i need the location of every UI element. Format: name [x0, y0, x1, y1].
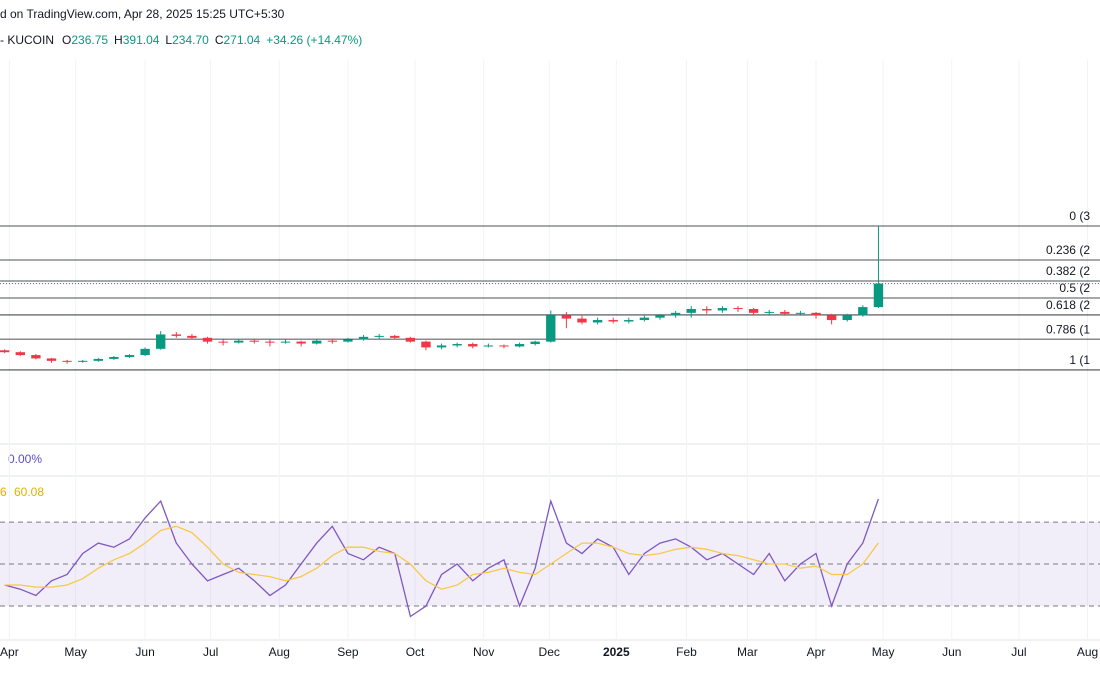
x-tick-label: Jul: [203, 645, 218, 659]
candle-body: [826, 315, 837, 321]
candle-body: [171, 334, 181, 336]
fib-label: 1 (1: [1069, 353, 1090, 367]
candle-body: [624, 320, 634, 322]
candle-body: [343, 339, 353, 342]
candle-body: [249, 340, 260, 342]
candle-body: [358, 336, 369, 340]
candle-body: [312, 340, 322, 344]
candle-body: [670, 312, 681, 316]
candle-body: [124, 355, 135, 357]
x-tick-label: Apr: [0, 645, 19, 659]
candle-body: [733, 308, 743, 310]
header-text: +34.26 (+14.47%): [266, 33, 362, 47]
source-text: d on TradingView.com, Apr 28, 2025 15:25…: [0, 7, 285, 21]
candle-body: [842, 315, 852, 321]
header-text: C: [215, 33, 224, 47]
x-tick-label: Oct: [406, 645, 425, 659]
x-tick-label: Feb: [676, 645, 697, 659]
fib-label: 0.236 (2: [1046, 243, 1090, 257]
candle-body: [655, 315, 665, 318]
fib-label: 0.382 (2: [1046, 264, 1090, 278]
candle-body: [62, 360, 72, 362]
candle-body: [780, 311, 790, 314]
candle-body: [202, 337, 213, 342]
candle-body: [46, 358, 57, 361]
candle-body: [858, 307, 868, 316]
candle-body: [234, 340, 244, 343]
candle-body: [592, 320, 603, 323]
candle-body: [296, 341, 306, 344]
candle-body: [31, 355, 41, 359]
candle-body: [109, 356, 119, 359]
header-text: 234.70: [172, 33, 209, 47]
candle-body: [405, 337, 416, 342]
x-tick-label: Apr: [807, 645, 826, 659]
candle-body: [546, 315, 556, 342]
x-tick-label: Aug: [1077, 645, 1098, 659]
x-tick-label: 2025: [603, 645, 630, 659]
x-tick-label: Mar: [737, 645, 758, 659]
candle-body: [15, 352, 25, 356]
x-tick-label: Nov: [473, 645, 494, 659]
candle-body: [218, 341, 228, 343]
candle-body: [452, 344, 462, 346]
x-tick-label: Sep: [337, 645, 359, 659]
x-tick-label: Jul: [1011, 645, 1026, 659]
candle-body: [717, 308, 728, 311]
volume-label: 0.00%: [8, 452, 42, 466]
fib-label: 0 (3: [1069, 209, 1090, 223]
header-text: - KUCOIN: [0, 33, 54, 47]
candle-body: [0, 350, 10, 353]
header-text: L: [165, 33, 172, 47]
candle-body: [390, 335, 400, 338]
x-tick-label: Jun: [942, 645, 961, 659]
candle-body: [499, 345, 509, 347]
candle-body: [702, 309, 712, 311]
candle-body: [795, 312, 806, 314]
candle-body: [811, 312, 821, 316]
fib-label: 0.5 (2: [1059, 281, 1090, 295]
x-tick-label: Jun: [135, 645, 154, 659]
rsi-line: [4, 498, 880, 618]
x-tick-label: May: [64, 645, 87, 659]
header-text: 271.04: [223, 33, 260, 47]
x-tick-label: Aug: [269, 645, 290, 659]
candle-body: [436, 345, 447, 348]
candle-body: [156, 334, 166, 349]
fib-label: 0.786 (1: [1046, 322, 1090, 336]
candle-body: [514, 344, 525, 347]
x-tick-label: May: [872, 645, 895, 659]
candle-body: [561, 315, 572, 319]
candle-body: [140, 348, 150, 356]
candle-body: [327, 340, 338, 342]
header-text: 391.04: [123, 33, 160, 47]
rsi-ma-label: 60.08: [14, 485, 44, 499]
candle-body: [530, 341, 540, 345]
header-text: O: [62, 33, 71, 47]
candle-body: [468, 344, 478, 347]
candle-body: [764, 311, 774, 313]
candle-body: [639, 317, 650, 321]
candle-body: [93, 358, 103, 361]
candle-body: [265, 341, 275, 343]
header-text: 236.75: [71, 33, 108, 47]
rsi-label: 6: [0, 485, 7, 499]
candle-body: [577, 318, 587, 323]
candle-body: [873, 283, 884, 308]
header-text: H: [114, 33, 123, 47]
candle-body: [483, 345, 494, 347]
candle-body: [374, 335, 384, 337]
candle-body: [421, 341, 431, 348]
candle-body: [78, 360, 88, 362]
rsi-line: [4, 525, 879, 590]
candle-body: [280, 341, 291, 343]
candle-body: [187, 335, 197, 338]
candle-body: [608, 320, 618, 322]
candle-body: [686, 309, 696, 313]
x-tick-label: Dec: [539, 645, 560, 659]
candle-body: [748, 309, 759, 313]
fib-label: 0.618 (2: [1046, 298, 1090, 312]
